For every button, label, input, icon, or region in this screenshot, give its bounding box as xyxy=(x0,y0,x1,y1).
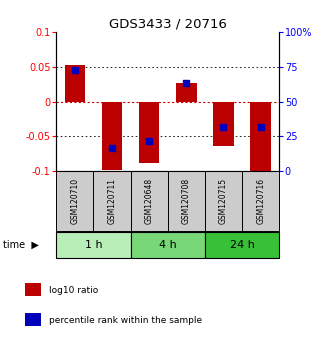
Text: GSM120710: GSM120710 xyxy=(70,178,79,224)
Bar xyxy=(25,313,40,326)
FancyBboxPatch shape xyxy=(205,171,242,231)
Bar xyxy=(25,283,40,296)
Bar xyxy=(176,83,196,102)
FancyBboxPatch shape xyxy=(131,171,168,231)
Text: 1 h: 1 h xyxy=(84,240,102,250)
FancyBboxPatch shape xyxy=(205,232,279,258)
FancyBboxPatch shape xyxy=(131,232,205,258)
Point xyxy=(184,81,189,86)
Text: log10 ratio: log10 ratio xyxy=(49,286,99,295)
Point xyxy=(258,124,263,130)
Point xyxy=(109,145,115,150)
Point xyxy=(221,124,226,130)
Bar xyxy=(139,102,159,163)
Text: percentile rank within the sample: percentile rank within the sample xyxy=(49,316,203,325)
Point xyxy=(72,67,77,72)
FancyBboxPatch shape xyxy=(242,171,279,231)
Bar xyxy=(102,102,122,170)
FancyBboxPatch shape xyxy=(168,171,205,231)
Title: GDS3433 / 20716: GDS3433 / 20716 xyxy=(109,18,227,31)
FancyBboxPatch shape xyxy=(56,171,93,231)
Text: time  ▶: time ▶ xyxy=(3,240,39,250)
Bar xyxy=(65,65,85,102)
Bar xyxy=(250,102,271,171)
Bar xyxy=(213,102,234,146)
Text: GSM120711: GSM120711 xyxy=(108,178,117,224)
Text: GSM120715: GSM120715 xyxy=(219,178,228,224)
Point xyxy=(147,138,152,143)
Text: GSM120708: GSM120708 xyxy=(182,178,191,224)
Text: 4 h: 4 h xyxy=(159,240,177,250)
Text: GSM120648: GSM120648 xyxy=(145,178,154,224)
FancyBboxPatch shape xyxy=(93,171,131,231)
Text: GSM120716: GSM120716 xyxy=(256,178,265,224)
FancyBboxPatch shape xyxy=(56,232,131,258)
Text: 24 h: 24 h xyxy=(230,240,255,250)
